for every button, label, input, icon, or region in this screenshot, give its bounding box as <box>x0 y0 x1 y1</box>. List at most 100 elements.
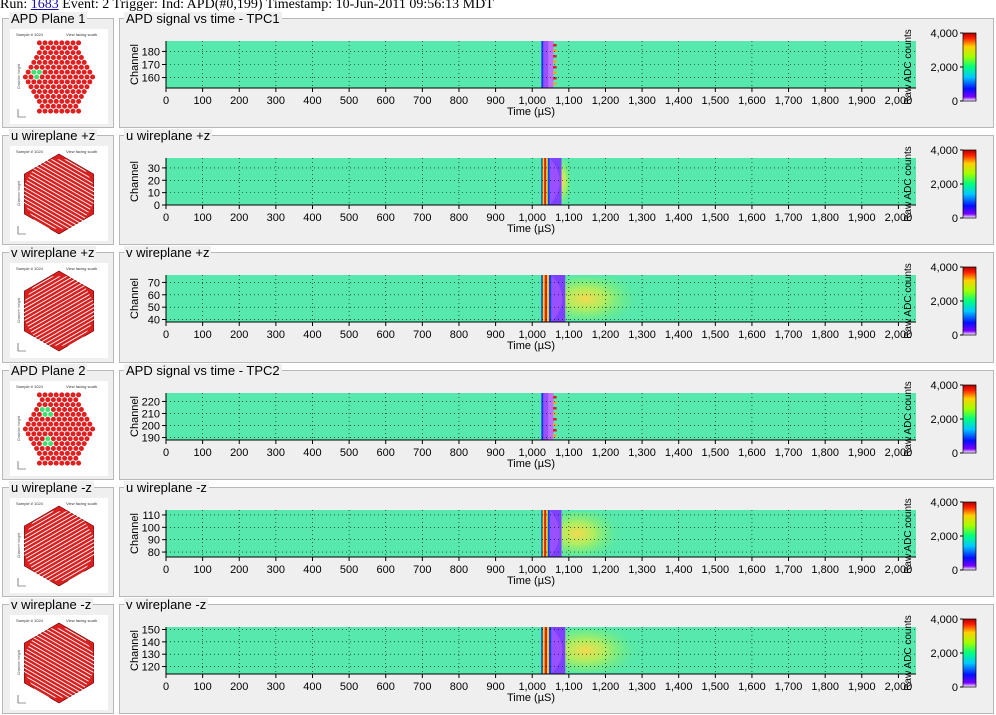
x-tick-label: 1,000 <box>518 95 546 107</box>
colorbar <box>962 149 977 219</box>
x-tick-label: 300 <box>267 681 285 693</box>
sample-label: Sample # 1024 <box>16 32 44 37</box>
x-tick-label: 600 <box>377 329 395 341</box>
heatmap-background[interactable] <box>166 509 916 557</box>
event-info: Event: 2 Trigger: Ind: APD(#0,199) Times… <box>62 0 494 12</box>
heatmap-background[interactable] <box>166 158 916 206</box>
grid <box>165 392 916 440</box>
detector-view-svg: Sample # 1024 View facing south Chamber he… <box>9 493 109 598</box>
apd-cell <box>78 406 84 412</box>
apd-cell <box>70 430 76 436</box>
apd-cell <box>53 411 59 417</box>
colorbar-label: Raw ADC counts <box>903 29 914 105</box>
apd-cell <box>34 84 40 90</box>
x-tick-label: 0 <box>163 329 169 341</box>
axis-corner-icon <box>17 460 26 469</box>
x-tick-label: 800 <box>450 564 468 576</box>
x-tick-label: 1,000 <box>518 447 546 459</box>
heatmap-background[interactable] <box>166 627 916 674</box>
axis-label: Chamber height <box>17 416 21 441</box>
plot-svg: 0 100 200 300 400 500 600 700 800 900 1,000 1,100 1,… <box>129 497 977 587</box>
plot-panel: u wireplane -z 0 100 200 300 400 500 600 700 800 9… <box>119 480 994 597</box>
apd-cell <box>50 406 56 412</box>
apd-cell <box>36 421 42 427</box>
apd-cell <box>59 89 65 95</box>
apd-cell <box>42 391 48 397</box>
apd-cell <box>34 445 40 451</box>
x-tick-label: 500 <box>340 564 358 576</box>
apd-cell <box>56 74 62 80</box>
apd-cell <box>62 426 68 432</box>
apd-cell <box>34 93 40 99</box>
wire-plane-hexagon <box>24 271 94 352</box>
apd-cell <box>70 79 76 85</box>
x-tick-label: 1,800 <box>811 681 839 693</box>
x-tick-label: 700 <box>413 95 431 107</box>
apd-cell <box>39 426 45 432</box>
signal-stripe <box>542 627 545 674</box>
detector-panel-title: APD Plane 1 <box>9 11 88 26</box>
x-tick-label: 1,500 <box>702 212 730 224</box>
apd-cell <box>48 430 54 436</box>
apd-cell <box>39 455 45 461</box>
colorbar-tick-label: 0 <box>952 213 958 225</box>
apd-cell <box>64 108 70 114</box>
signal-stripe <box>548 627 552 674</box>
event-header: Run: 1683 Event: 2 Trigger: Ind: APD(#0,… <box>0 0 494 13</box>
y-tick-label: 20 <box>148 175 160 187</box>
apd-cell <box>25 430 31 436</box>
apd-cell <box>70 391 76 397</box>
apd-pulse <box>553 395 557 399</box>
apd-cell <box>48 108 54 114</box>
apd-cell <box>39 435 45 441</box>
apd-cell <box>50 445 56 451</box>
grid <box>165 275 916 323</box>
y-axis-title: Channel <box>129 630 141 671</box>
apd-cell <box>78 93 84 99</box>
apd-cell <box>22 74 28 80</box>
x-tick-label: 1,900 <box>848 95 876 107</box>
y-axis-title: Channel <box>129 278 141 319</box>
apd-cell <box>73 406 79 412</box>
x-tick-label: 1,400 <box>665 447 693 459</box>
signal-stripe <box>553 392 562 440</box>
x-tick-label: 1,100 <box>555 95 583 107</box>
apd-cell <box>67 74 73 80</box>
x-tick-label: 200 <box>230 329 248 341</box>
signal-stripe <box>546 158 548 206</box>
x-tick-label: 800 <box>450 212 468 224</box>
apd-cell <box>62 93 68 99</box>
apd-cell <box>48 50 54 56</box>
signal-stripe <box>547 627 549 674</box>
heatmap-background[interactable] <box>166 392 916 440</box>
colorbar-tick-label: 0 <box>952 448 958 460</box>
apd-cell <box>36 430 42 436</box>
heatmap-background[interactable] <box>166 275 916 323</box>
apd-cell <box>31 421 37 427</box>
colorbar-tick-label: 2,000 <box>930 414 958 426</box>
apd-cell <box>42 50 48 56</box>
apd-cell <box>56 55 62 61</box>
y-tick-label: 0 <box>154 200 160 212</box>
y-tick-label: 200 <box>142 420 160 432</box>
apd-cell <box>67 396 73 402</box>
x-tick-label: 1,300 <box>628 564 656 576</box>
apd-cell <box>70 401 76 407</box>
apd-cell <box>59 40 65 46</box>
apd-cell <box>62 84 68 90</box>
apd-cell <box>64 450 70 456</box>
apd-cell <box>78 84 84 90</box>
apd-cell <box>39 416 45 422</box>
run-number-link[interactable]: 1683 <box>30 0 59 12</box>
wire-array <box>9 493 109 598</box>
apd-pulse <box>553 55 557 58</box>
y-tick-label: 40 <box>148 315 160 327</box>
apd-cell <box>78 435 84 441</box>
apd-cell <box>25 79 31 85</box>
x-tick-label: 2,000 <box>885 447 913 459</box>
apd-cell <box>64 98 70 104</box>
apd-cell <box>62 74 68 80</box>
x-tick-label: 200 <box>230 212 248 224</box>
apd-pulse <box>553 60 557 63</box>
signal-stripe <box>541 392 544 440</box>
